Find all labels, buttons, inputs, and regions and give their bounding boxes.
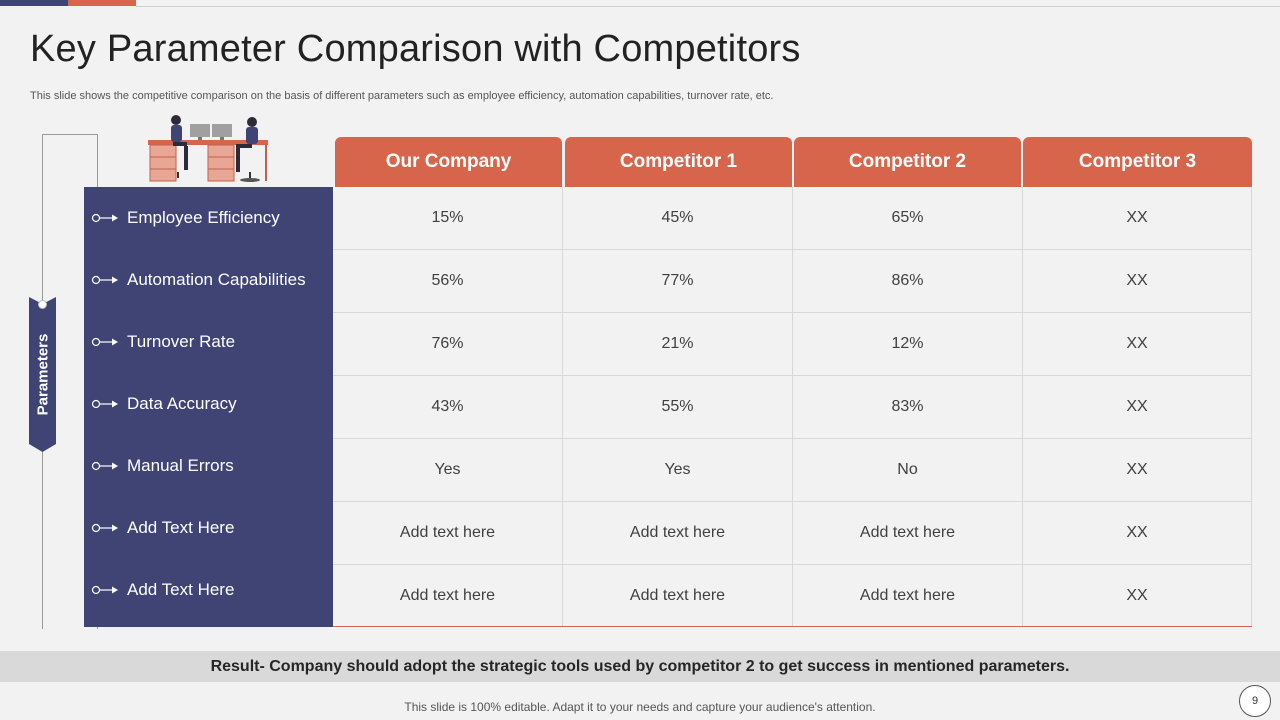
table-cell: 45% — [563, 187, 793, 250]
table-cell: Add text here — [563, 565, 793, 627]
table-cell: 65% — [793, 187, 1023, 250]
accent-line — [136, 6, 1280, 7]
grid-bottom-line — [333, 626, 1252, 627]
column-header: Competitor 1 — [565, 137, 792, 187]
parameter-row: Automation Capabilities — [84, 249, 333, 311]
parameter-label: Manual Errors — [127, 456, 234, 475]
table-cell: 77% — [563, 250, 793, 313]
result-bar: Result- Company should adopt the strateg… — [0, 651, 1280, 682]
table-cell: XX — [1023, 439, 1252, 502]
table-cell: Yes — [563, 439, 793, 502]
parameter-row: Add Text Here — [84, 559, 333, 621]
parameter-label: Add Text Here — [127, 580, 235, 599]
circle-arrow-icon — [91, 213, 118, 223]
parameter-row: Employee Efficiency — [84, 187, 333, 249]
table-cell: 43% — [333, 376, 563, 439]
table-cell: Add text here — [563, 502, 793, 565]
table-cell: XX — [1023, 565, 1252, 627]
parameter-label: Employee Efficiency — [127, 208, 280, 227]
table-cell: 12% — [793, 313, 1023, 376]
parameter-row: Add Text Here — [84, 497, 333, 559]
table-cell: Add text here — [333, 565, 563, 627]
parameter-row: Data Accuracy — [84, 373, 333, 435]
parameter-row: Turnover Rate — [84, 311, 333, 373]
circle-arrow-icon — [91, 275, 118, 285]
parameter-label: Add Text Here — [127, 518, 235, 537]
parameters-label: Parameters — [34, 333, 52, 416]
table-cell: 15% — [333, 187, 563, 250]
parameter-label: Turnover Rate — [127, 332, 236, 351]
slide-title: Key Parameter Comparison with Competitor… — [30, 28, 801, 70]
accent-navy — [0, 0, 68, 6]
table-cell: No — [793, 439, 1023, 502]
table-cell: Add text here — [793, 502, 1023, 565]
table-cell: 56% — [333, 250, 563, 313]
table-cell: XX — [1023, 250, 1252, 313]
table-cell: 83% — [793, 376, 1023, 439]
parameter-panel: Employee Efficiency Automation Capabilit… — [84, 187, 333, 627]
table-cell: XX — [1023, 376, 1252, 439]
circle-arrow-icon — [91, 523, 118, 533]
table-cell: Add text here — [793, 565, 1023, 627]
table-cell: 76% — [333, 313, 563, 376]
table-cell: 21% — [563, 313, 793, 376]
accent-coral — [68, 0, 136, 6]
table-cell: XX — [1023, 187, 1252, 250]
parameter-label: Automation Capabilities — [127, 270, 306, 289]
page-number: 9 — [1239, 685, 1271, 717]
table-cell: 86% — [793, 250, 1023, 313]
office-desk-people-icon — [148, 115, 268, 182]
slide-subtitle: This slide shows the competitive compari… — [30, 90, 774, 102]
table-cell: Yes — [333, 439, 563, 502]
table-cell: 55% — [563, 376, 793, 439]
column-header: Competitor 2 — [794, 137, 1021, 187]
column-header: Our Company — [335, 137, 562, 187]
parameter-row: Manual Errors — [84, 435, 333, 497]
table-cell: XX — [1023, 313, 1252, 376]
circle-arrow-icon — [91, 337, 118, 347]
bracket-dot-icon — [38, 300, 47, 309]
parameter-label: Data Accuracy — [127, 394, 237, 413]
circle-arrow-icon — [91, 585, 118, 595]
parameters-tab — [29, 297, 56, 452]
footer-note: This slide is 100% editable. Adapt it to… — [404, 700, 876, 714]
top-accent-bar — [0, 0, 1280, 8]
table-cell: XX — [1023, 502, 1252, 565]
column-header: Competitor 3 — [1023, 137, 1252, 187]
result-text: Result- Company should adopt the strateg… — [210, 657, 1070, 675]
table-cell: Add text here — [333, 502, 563, 565]
circle-arrow-icon — [91, 399, 118, 409]
circle-arrow-icon — [91, 461, 118, 471]
